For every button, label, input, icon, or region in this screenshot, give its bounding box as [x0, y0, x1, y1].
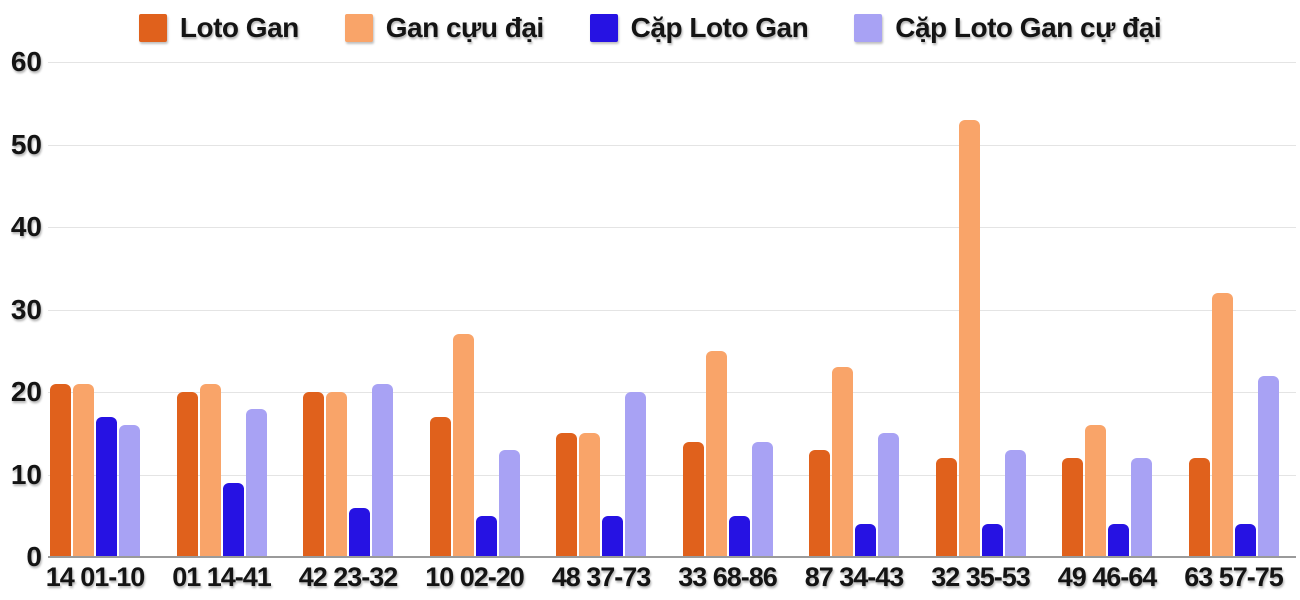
gridline	[48, 227, 1296, 228]
legend-item-2[interactable]: Cặp Loto Gan	[589, 12, 809, 44]
x-tick-label: 33 68-86	[678, 562, 778, 592]
bar-gan-cựu-đại-6[interactable]	[832, 367, 853, 557]
bar-loto-gan-9[interactable]	[1188, 458, 1210, 557]
bar-cặp-loto-gan-0[interactable]	[96, 416, 117, 557]
x-tick-label: 87 34-43	[804, 562, 905, 592]
bar-gan-cựu-đại-8[interactable]	[1085, 425, 1106, 557]
bar-gan-cựu-đại-3[interactable]	[452, 334, 474, 557]
y-tick-label: 50	[10, 128, 42, 160]
y-tick-label: 60	[10, 46, 42, 77]
bar-group-3	[429, 62, 522, 557]
bar-cặp-loto-gan-cự-đại-9[interactable]	[1257, 375, 1279, 557]
legend-item-3[interactable]: Cặp Loto Gan cự đại	[854, 12, 1162, 44]
x-axis-line	[48, 556, 1296, 558]
x-axis: 14 01-10 01 14-41 42 23-32 10 02-20 48 37-73…	[0, 562, 1300, 598]
bar-loto-gan-8[interactable]	[1062, 458, 1083, 557]
bar-cặp-loto-gan-3[interactable]	[475, 515, 497, 557]
bar-cặp-loto-gan-7[interactable]	[981, 524, 1003, 557]
bar-gan-cựu-đại-0[interactable]	[73, 383, 94, 557]
bar-group-2	[303, 62, 395, 557]
bar-cặp-loto-gan-2[interactable]	[349, 507, 370, 557]
x-tick-label: 14 01-10	[45, 562, 146, 592]
legend-label: Cặp Loto Gan	[630, 12, 809, 43]
legend-swatch-icon	[854, 14, 883, 42]
bar-cặp-loto-gan-1[interactable]	[222, 482, 244, 557]
bar-cặp-loto-gan-cự-đại-1[interactable]	[245, 408, 267, 557]
bar-loto-gan-3[interactable]	[429, 416, 451, 557]
bar-loto-gan-6[interactable]	[809, 449, 830, 557]
bar-gan-cựu-đại-5[interactable]	[705, 350, 727, 557]
bar-cặp-loto-gan-cự-đại-8[interactable]	[1131, 458, 1152, 557]
bar-cặp-loto-gan-5[interactable]	[728, 515, 750, 557]
bar-group-4	[556, 62, 648, 557]
legend-swatch-icon	[589, 14, 618, 42]
bar-group-6	[809, 62, 901, 557]
x-tick-label: 48 37-73	[551, 562, 652, 592]
bar-gan-cựu-đại-4[interactable]	[579, 433, 600, 557]
bar-loto-gan-7[interactable]	[935, 458, 957, 557]
legend-label: Cặp Loto Gan cự đại	[895, 12, 1162, 43]
legend-label: Gan cựu đại	[385, 12, 544, 43]
bar-group-1	[176, 62, 269, 557]
x-tick-label: 10 02-20	[425, 562, 525, 592]
bar-gan-cựu-đại-7[interactable]	[958, 119, 980, 557]
x-tick-label: 49 46-64	[1057, 562, 1158, 592]
y-tick-label: 40	[10, 211, 42, 242]
bar-group-7	[935, 62, 1028, 557]
bar-group-5	[682, 62, 775, 557]
bar-cặp-loto-gan-cự-đại-5[interactable]	[751, 441, 773, 557]
bar-cặp-loto-gan-9[interactable]	[1234, 524, 1256, 557]
bar-loto-gan-0[interactable]	[50, 383, 71, 557]
bar-loto-gan-2[interactable]	[303, 392, 324, 557]
x-tick-label: 01 14-41	[172, 562, 272, 592]
bar-loto-gan-4[interactable]	[556, 433, 577, 557]
bar-gan-cựu-đại-2[interactable]	[326, 392, 347, 557]
bar-group-9	[1188, 62, 1281, 557]
bar-gan-cựu-đại-9[interactable]	[1211, 293, 1233, 557]
legend-swatch-icon	[138, 14, 167, 42]
y-tick-label: 0	[26, 541, 42, 572]
bar-loto-gan-1[interactable]	[176, 392, 198, 557]
chart-legend: Loto Gan Gan cựu đại Cặp Loto Gan Cặp Loto …	[0, 8, 1300, 48]
gridline	[48, 392, 1296, 393]
bar-group-0	[50, 62, 142, 557]
bar-cặp-loto-gan-cự-đại-2[interactable]	[372, 383, 393, 557]
bar-group-8	[1062, 62, 1154, 557]
y-tick-label: 20	[10, 376, 42, 407]
x-tick-label: 63 57-75	[1184, 562, 1284, 592]
bar-cặp-loto-gan-cự-đại-3[interactable]	[498, 449, 520, 557]
bar-gan-cựu-đại-1[interactable]	[199, 383, 221, 557]
bar-cặp-loto-gan-cự-đại-4[interactable]	[625, 392, 646, 557]
y-tick-label: 10	[10, 458, 42, 490]
legend-label: Loto Gan	[179, 12, 299, 43]
legend-swatch-icon	[344, 14, 373, 42]
bar-cặp-loto-gan-cự-đại-0[interactable]	[119, 425, 140, 557]
plot-area	[48, 62, 1296, 557]
legend-item-1[interactable]: Gan cựu đại	[344, 12, 544, 44]
gridline	[48, 309, 1296, 311]
y-tick-label: 30	[10, 293, 42, 325]
bar-cặp-loto-gan-cự-đại-7[interactable]	[1004, 449, 1026, 557]
gridline	[48, 474, 1296, 476]
x-tick-label: 42 23-32	[298, 562, 399, 592]
bar-cặp-loto-gan-8[interactable]	[1108, 524, 1129, 557]
x-tick-label: 32 35-53	[931, 562, 1031, 592]
bar-cặp-loto-gan-6[interactable]	[855, 524, 876, 557]
gridline	[48, 144, 1296, 146]
gridline	[48, 62, 1296, 63]
bar-loto-gan-5[interactable]	[682, 441, 704, 557]
bar-cặp-loto-gan-4[interactable]	[602, 515, 623, 557]
legend-item-0[interactable]: Loto Gan	[138, 12, 299, 44]
bar-cặp-loto-gan-cự-đại-6[interactable]	[878, 433, 899, 557]
